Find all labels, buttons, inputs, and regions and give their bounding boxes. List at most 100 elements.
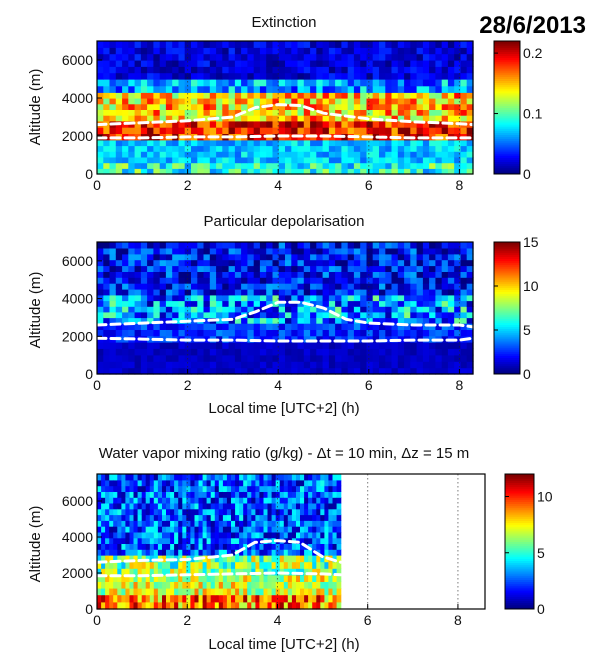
panel3-heatmap-cell	[210, 474, 216, 481]
panel3-heatmap-cell	[267, 561, 273, 569]
panel3-heatmap-cell	[101, 485, 106, 492]
panel1-heatmap-cell	[322, 115, 330, 122]
panel1-heatmap-cell	[128, 79, 136, 87]
panel2-heatmap-cell	[234, 323, 242, 330]
panel2-heatmap-cell	[153, 277, 161, 284]
panel3-heatmap-cell	[174, 479, 179, 487]
panel1-heatmap-cell	[97, 72, 104, 80]
panel3-heatmap-cell	[296, 574, 301, 582]
panel3-heatmap-cell	[231, 555, 236, 563]
panel2-heatmap-cell	[416, 247, 424, 255]
panel3-heatmap-cell	[214, 549, 220, 556]
panel2-colorbar-segment	[494, 268, 520, 272]
panel1-heatmap-cell	[266, 168, 274, 175]
panel2-heatmap-cell	[404, 253, 411, 261]
panel1-colorbar-segment	[494, 84, 520, 88]
panel2-heatmap-cell	[272, 354, 280, 362]
panel2-heatmap-cell	[335, 271, 342, 278]
panel3-heatmap-cell	[263, 491, 269, 498]
panel2-heatmap-cell	[366, 247, 374, 255]
panel1-heatmap-cell	[115, 72, 123, 80]
panel1-heatmap-cell	[385, 120, 393, 128]
panel2-heatmap-cell	[347, 348, 355, 356]
panel2-heatmap-cell	[353, 341, 361, 349]
panel3-colorbar-segment	[505, 552, 534, 555]
panel3-heatmap-cell	[149, 479, 155, 487]
panel1-colorbar-segment	[494, 107, 520, 111]
panel3-heatmap-cell	[214, 514, 220, 521]
panel3-heatmap-cell	[291, 594, 297, 603]
panel2-heatmap-cell	[278, 306, 286, 313]
panel1-heatmap-cell	[297, 53, 305, 61]
panel3-heatmap-cell	[117, 549, 122, 556]
panel1-heatmap-cell	[253, 127, 261, 134]
panel2-colorbar-segment	[494, 301, 520, 305]
panel2-heatmap-cell	[379, 348, 386, 356]
panel2-heatmap-cell	[203, 283, 211, 290]
panel2-heatmap-cell	[165, 361, 173, 369]
panel2-heatmap-cell	[216, 271, 223, 278]
panel3-heatmap-cell	[218, 491, 224, 498]
panel2-heatmap-cell	[441, 311, 449, 319]
panel1-heatmap-cell	[322, 168, 330, 175]
panel1-heatmap-cell	[285, 103, 292, 110]
panel3-heatmap-cell	[283, 537, 289, 544]
panel3-colorbar-segment	[505, 587, 534, 591]
panel3-heatmap-cell	[267, 508, 273, 516]
panel3-heatmap-cell	[279, 479, 285, 487]
panel3-heatmap-cell	[222, 479, 228, 487]
panel1-heatmap-cell	[285, 115, 292, 122]
panel1-heatmap-cell	[303, 115, 311, 122]
panel3-heatmap-cell	[243, 594, 248, 603]
panel2-heatmap-cell	[147, 288, 154, 296]
panel1-heatmap-cell	[397, 60, 405, 67]
panel2-heatmap-cell	[410, 354, 418, 362]
panel1-heatmap-cell	[360, 53, 368, 61]
panel2-colorbar-segment	[494, 254, 520, 257]
panel2-heatmap-cell	[328, 283, 336, 290]
panel3-heatmap-cell	[279, 555, 285, 563]
panel3-heatmap-cell	[312, 543, 317, 550]
panel1-heatmap-cell	[347, 168, 355, 175]
panel3-heatmap-cell	[235, 520, 240, 527]
panel3-heatmap-cell	[174, 574, 179, 582]
panel3-heatmap-cell	[218, 479, 224, 487]
panel2-heatmap-cell	[278, 271, 286, 278]
panel1-heatmap-cell	[184, 53, 192, 61]
panel1-heatmap-cell	[222, 139, 230, 147]
panel2-heatmap-cell	[241, 354, 248, 362]
panel3-heatmap-cell	[231, 574, 236, 582]
panel2-heatmap-cell	[360, 294, 368, 302]
panel1-heatmap-cell	[197, 156, 205, 164]
panel3-heatmap-cell	[239, 574, 244, 582]
panel2-heatmap-cell	[310, 288, 317, 296]
panel3-colorbar-tick-label: 10	[537, 489, 553, 505]
panel3-heatmap-cell	[198, 588, 204, 596]
panel2-heatmap-cell	[259, 283, 267, 290]
panel2-colorbar-segment	[494, 330, 520, 334]
panel3-heatmap-cell	[157, 561, 163, 569]
panel1-heatmap-cell	[234, 41, 242, 48]
panel3-heatmap-cell	[251, 549, 256, 556]
panel2-heatmap-cell	[115, 341, 123, 349]
panel1-heatmap-cell	[429, 151, 436, 158]
panel1-heatmap-cell	[422, 72, 430, 80]
panel3-heatmap-cell	[109, 479, 114, 487]
panel3-heatmap-cell	[210, 574, 216, 582]
panel2-heatmap-cell	[391, 329, 399, 337]
panel1-heatmap-cell	[278, 145, 286, 152]
panel3-heatmap-cell	[300, 531, 305, 539]
panel1-heatmap-cell	[128, 98, 136, 105]
panel1-heatmap-cell	[335, 103, 342, 110]
panel3-heatmap-cell	[210, 502, 216, 510]
panel2-heatmap-cell	[228, 311, 236, 319]
panel2-heatmap-cell	[234, 367, 242, 375]
panel1-heatmap-cell	[247, 60, 255, 67]
panel3-heatmap-cell	[137, 588, 143, 596]
panel3-heatmap-cell	[145, 601, 151, 610]
panel2-heatmap-cell	[303, 335, 311, 343]
panel3-heatmap-cell	[255, 574, 261, 582]
panel3-heatmap-cell	[170, 526, 175, 533]
panel2-heatmap-cell	[184, 283, 192, 290]
panel3-heatmap-cell	[170, 514, 175, 521]
